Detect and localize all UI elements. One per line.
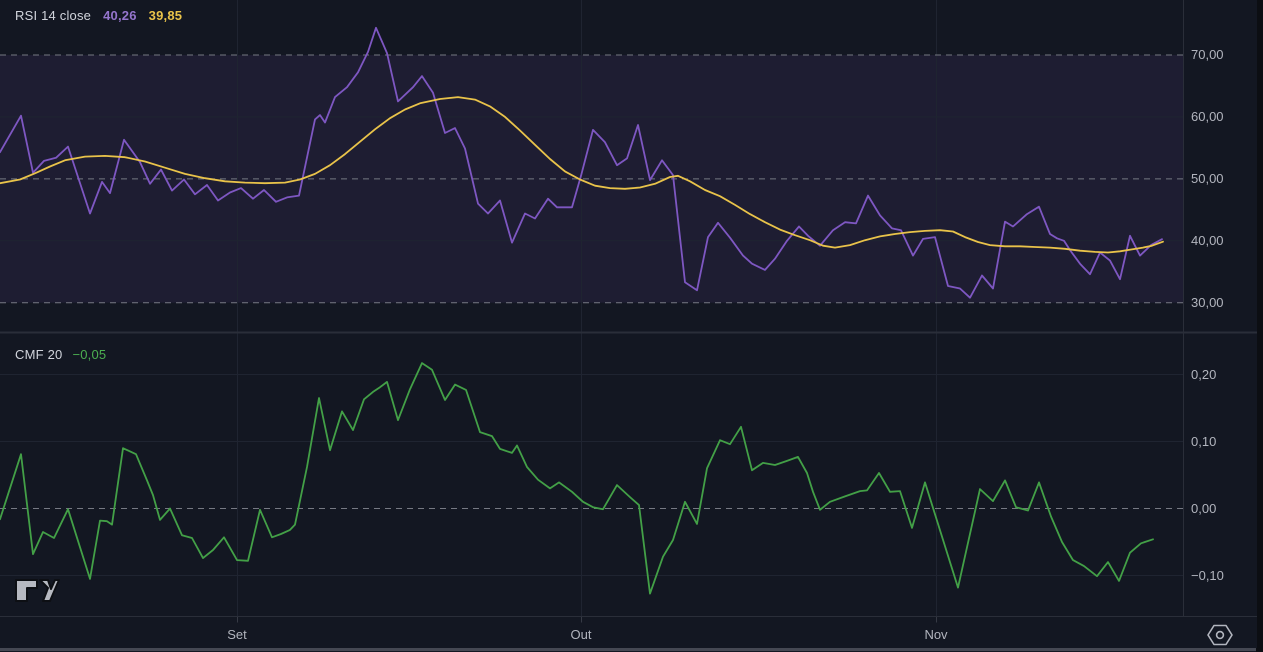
tradingview-logo[interactable] <box>14 577 60 609</box>
cmf-legend-title: CMF 20 <box>15 347 63 362</box>
time-scale-label[interactable]: Set <box>227 627 247 642</box>
price-scale-label[interactable]: 70,00 <box>1191 47 1224 62</box>
price-scale-label[interactable]: 0,00 <box>1191 500 1217 516</box>
price-scale-label[interactable]: 50,00 <box>1191 170 1224 186</box>
rsi-legend[interactable]: RSI 14 close 40,26 39,85 <box>15 8 182 23</box>
cmf-value: −0,05 <box>72 347 107 362</box>
logo-t-glyph <box>15 579 38 602</box>
price-scale-label[interactable]: 0,10 <box>1191 433 1217 449</box>
logo-v-glyph <box>39 579 60 602</box>
horizontal-scrollbar[interactable] <box>0 648 1256 651</box>
rsi-ma-value: 39,85 <box>148 8 183 23</box>
price-scale-label[interactable]: −0,10 <box>1191 567 1224 583</box>
price-scale-label[interactable]: 0,20 <box>1191 366 1217 382</box>
price-scale-label[interactable]: 60,00 <box>1191 108 1224 124</box>
cmf-legend[interactable]: CMF 20 −0,05 <box>15 347 106 362</box>
rsi-legend-title: RSI 14 close <box>15 8 92 23</box>
hexagon-settings-icon[interactable] <box>1205 622 1235 649</box>
time-scale-label[interactable]: Out <box>570 627 592 642</box>
price-scale-label[interactable]: 40,00 <box>1191 232 1224 248</box>
rsi-value: 40,26 <box>103 8 137 23</box>
right-edge-strip <box>1257 0 1263 652</box>
time-scale-label[interactable]: Nov <box>924 627 948 642</box>
price-scale-label[interactable]: 30,00 <box>1191 294 1224 310</box>
bottom-corner <box>1256 648 1263 652</box>
